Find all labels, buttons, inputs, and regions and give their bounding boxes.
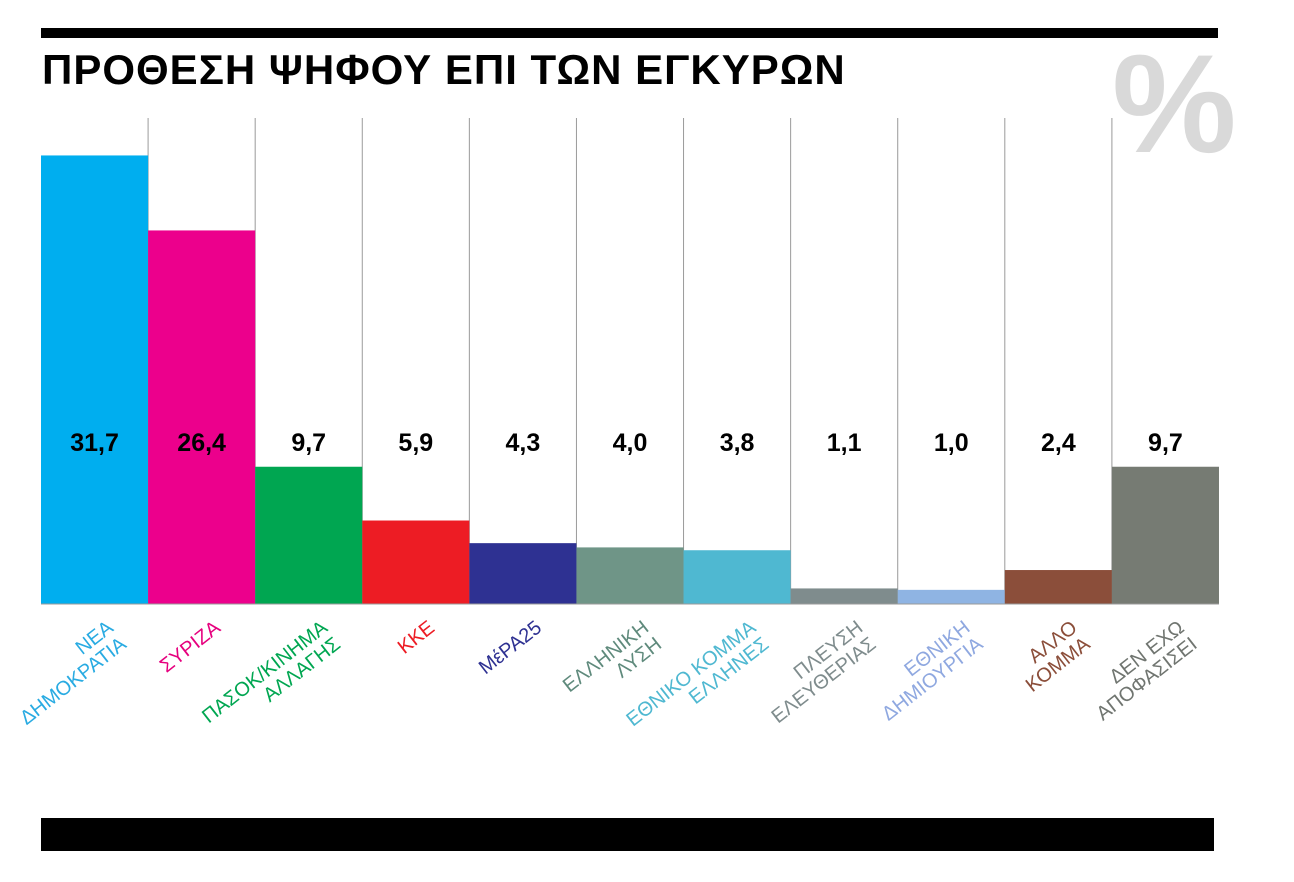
category-label: ΚΚΕ <box>394 617 439 659</box>
bar <box>576 547 684 604</box>
value-label: 2,4 <box>1041 429 1076 457</box>
bar <box>255 466 363 604</box>
category-label: ΔΕΝ ΕΧΩΑΠΟΦΑΣΙΣΕΙ <box>1079 617 1201 726</box>
value-label: 1,1 <box>827 429 862 457</box>
category-label-line: ΜέΡΑ25 <box>475 617 546 679</box>
value-label: 31,7 <box>70 429 119 457</box>
bar <box>148 230 256 604</box>
value-label: 26,4 <box>177 429 226 457</box>
category-label: ΑΛΛΟΚΟΜΜΑ <box>1009 616 1095 696</box>
bar <box>1111 466 1219 604</box>
category-label-line: ΚΚΕ <box>394 617 439 659</box>
bottom-rule <box>41 818 1214 851</box>
bar <box>1004 570 1112 604</box>
bar <box>41 155 149 604</box>
category-label: ΝΕΑΔΗΜΟΚΡΑΤΙΑ <box>3 616 131 729</box>
bar <box>469 543 577 604</box>
value-label: 5,9 <box>398 429 433 457</box>
value-label: 4,3 <box>506 429 541 457</box>
category-label: ΕΘΝΙΚΗΔΗΜΙΟΥΡΓΙΑ <box>865 616 988 725</box>
value-label: 3,8 <box>720 429 755 457</box>
value-label: 9,7 <box>1148 429 1183 457</box>
bar <box>897 589 1005 604</box>
category-label: ΣΥΡΙΖΑ <box>156 616 225 677</box>
value-label: 1,0 <box>934 429 969 457</box>
bar <box>683 550 791 604</box>
category-label-line: ΔΗΜΟΚΡΑΤΙΑ <box>16 633 131 730</box>
percent-symbol: % <box>1112 25 1237 182</box>
chart-title: ΠΡΟΘΕΣΗ ΨΗΦΟΥ ΕΠΙ ΤΩΝ ΕΓΚΥΡΩΝ <box>42 46 846 93</box>
value-label: 4,0 <box>613 429 648 457</box>
top-rule <box>41 28 1218 38</box>
category-label: ΠΛΕΥΣΗΕΛΕΥΘΕΡΙΑΣ <box>755 617 881 728</box>
bar <box>790 588 898 604</box>
value-label: 9,7 <box>291 429 326 457</box>
category-label-line: ΣΥΡΙΖΑ <box>156 616 225 677</box>
bar <box>362 520 470 604</box>
category-label: ΜέΡΑ25 <box>475 617 546 679</box>
